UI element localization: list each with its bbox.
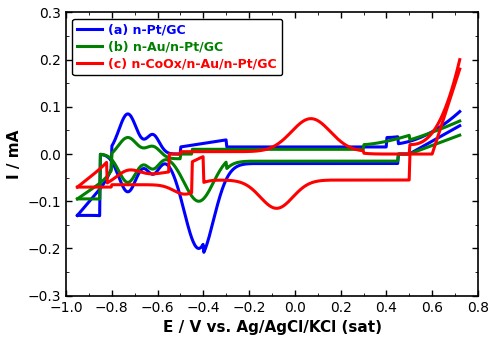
(b) n-Au/n-Pt/GC (302, 147, 308, 152)
(c) n-CoOx/n-Au/n-Pt/GC (388, 152, 394, 156)
(b) n-Au/n-Pt/GC (74, 197, 80, 201)
(b) n-Au/n-Pt/GC (258, 147, 264, 152)
Y-axis label: I / mA: I / mA (7, 129, 22, 179)
(c) n-CoOx/n-Au/n-Pt/GC (281, 137, 287, 141)
(a) n-Pt/GC (258, 145, 264, 149)
(a) n-Pt/GC (256, 145, 262, 149)
(c) n-CoOx/n-Au/n-Pt/GC (258, 148, 264, 153)
Legend: (a) n-Pt/GC, (b) n-Au/n-Pt/GC, (c) n-CoOx/n-Au/n-Pt/GC: (a) n-Pt/GC, (b) n-Au/n-Pt/GC, (c) n-CoO… (72, 19, 282, 75)
Line: (b) n-Au/n-Pt/GC: (b) n-Au/n-Pt/GC (77, 121, 460, 199)
(c) n-CoOx/n-Au/n-Pt/GC (447, 91, 453, 95)
(c) n-CoOx/n-Au/n-Pt/GC (457, 57, 463, 62)
(b) n-Au/n-Pt/GC (457, 119, 463, 123)
(a) n-Pt/GC (457, 109, 463, 114)
X-axis label: E / V vs. Ag/AgCl/KCl (sat): E / V vs. Ag/AgCl/KCl (sat) (163, 320, 381, 335)
(b) n-Au/n-Pt/GC (281, 147, 287, 152)
(b) n-Au/n-Pt/GC (256, 147, 262, 152)
(a) n-Pt/GC (447, 117, 453, 121)
(a) n-Pt/GC (302, 145, 308, 149)
(a) n-Pt/GC (388, 135, 394, 140)
(b) n-Au/n-Pt/GC (388, 138, 394, 142)
(a) n-Pt/GC (281, 145, 287, 149)
(b) n-Au/n-Pt/GC (447, 123, 453, 127)
(c) n-CoOx/n-Au/n-Pt/GC (302, 118, 308, 122)
Line: (a) n-Pt/GC: (a) n-Pt/GC (77, 111, 460, 215)
(c) n-CoOx/n-Au/n-Pt/GC (74, 185, 80, 189)
(a) n-Pt/GC (74, 213, 80, 218)
(c) n-CoOx/n-Au/n-Pt/GC (256, 149, 262, 153)
Line: (c) n-CoOx/n-Au/n-Pt/GC: (c) n-CoOx/n-Au/n-Pt/GC (77, 60, 460, 187)
